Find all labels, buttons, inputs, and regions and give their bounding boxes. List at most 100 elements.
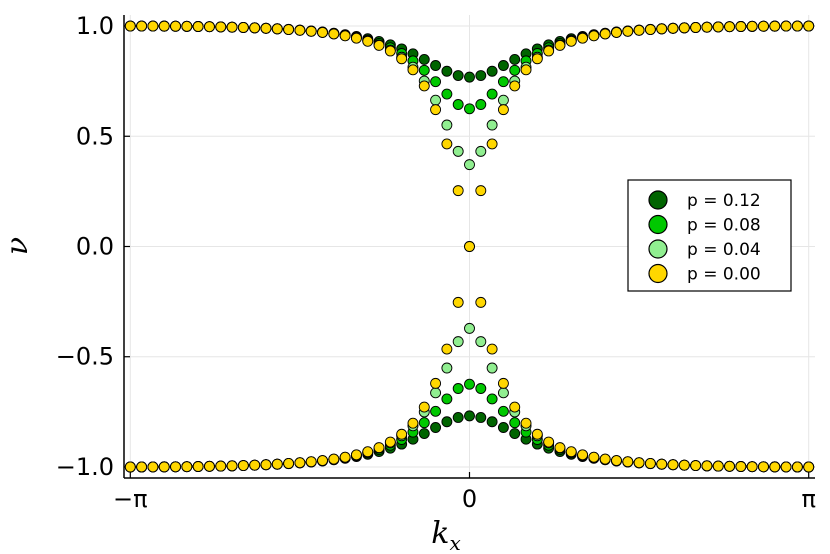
data-point-3: [249, 459, 261, 471]
data-point-0: [464, 71, 475, 83]
y-tick-label: 0.5: [76, 122, 114, 150]
legend-label: p = 0.04: [687, 240, 761, 260]
data-point-2: [441, 362, 453, 374]
data-point-3: [712, 21, 724, 33]
data-point-3: [158, 20, 170, 32]
data-point-3: [136, 461, 148, 473]
y-axis-title: ν: [0, 237, 35, 255]
data-point-3: [769, 20, 781, 32]
data-point-3: [644, 24, 656, 35]
data-point-3: [554, 442, 566, 454]
data-point-3: [260, 22, 272, 34]
data-point-2: [475, 145, 487, 157]
data-point-1: [418, 64, 430, 76]
data-point-1: [464, 378, 475, 390]
data-point-3: [362, 35, 374, 47]
data-point-3: [317, 27, 328, 38]
data-point-3: [543, 436, 555, 448]
data-point-2: [464, 322, 475, 334]
legend-marker: [648, 190, 668, 210]
data-point-3: [486, 343, 498, 355]
legend-marker: [648, 214, 668, 235]
data-point-3: [780, 461, 792, 473]
data-point-1: [441, 393, 453, 405]
data-point-2: [497, 387, 509, 399]
data-point-3: [215, 460, 227, 472]
data-point-3: [475, 296, 487, 308]
legend-label: p = 0.08: [687, 216, 761, 236]
data-point-3: [204, 21, 215, 33]
data-point-3: [554, 39, 566, 51]
data-point-3: [158, 461, 170, 473]
data-point-3: [678, 459, 690, 471]
data-point-3: [396, 428, 408, 440]
y-tick-label: 0.0: [76, 233, 114, 261]
data-point-3: [384, 45, 396, 57]
data-point-3: [565, 446, 577, 458]
data-point-3: [418, 401, 430, 413]
data-point-2: [486, 362, 498, 374]
data-point-3: [147, 20, 159, 32]
data-point-3: [237, 22, 249, 33]
data-point-3: [543, 45, 555, 57]
data-point-3: [509, 80, 521, 92]
data-point-3: [644, 458, 656, 469]
data-point-3: [294, 24, 306, 36]
data-point-0: [475, 412, 487, 423]
data-point-3: [588, 451, 600, 463]
data-point-1: [497, 405, 509, 417]
data-point-3: [509, 401, 521, 413]
data-point-3: [407, 417, 419, 429]
data-point-3: [237, 460, 249, 471]
data-point-3: [136, 20, 148, 32]
data-point-0: [418, 428, 430, 440]
data-point-3: [350, 449, 362, 461]
data-point-0: [441, 65, 453, 77]
y-tick-label: −0.5: [56, 343, 114, 371]
data-point-1: [475, 383, 487, 394]
data-point-3: [701, 460, 713, 472]
data-point-3: [577, 32, 589, 44]
data-point-3: [622, 456, 634, 468]
data-point-3: [328, 28, 340, 40]
data-point-3: [735, 21, 747, 32]
data-point-0: [430, 60, 442, 71]
data-point-0: [497, 60, 509, 71]
legend-marker: [648, 263, 668, 284]
data-point-0: [509, 53, 521, 65]
data-point-3: [226, 460, 238, 472]
data-point-3: [192, 21, 204, 32]
data-point-3: [791, 461, 803, 473]
data-point-3: [271, 458, 283, 470]
data-point-3: [170, 461, 181, 473]
y-tick-label: 1.0: [76, 12, 114, 40]
data-point-3: [452, 296, 464, 308]
data-point-3: [204, 460, 215, 472]
data-point-3: [791, 20, 803, 32]
data-point-1: [486, 88, 498, 100]
data-point-1: [418, 417, 430, 429]
data-point-3: [758, 461, 769, 473]
data-point-3: [577, 449, 589, 461]
data-point-3: [667, 22, 679, 34]
x-tick-label: 0: [462, 485, 477, 513]
x-axis-title: kx: [431, 516, 460, 554]
data-point-3: [588, 30, 600, 42]
data-point-3: [803, 20, 815, 32]
data-point-3: [271, 23, 283, 35]
data-point-3: [407, 64, 419, 76]
data-point-1: [475, 99, 487, 110]
data-point-1: [452, 383, 464, 394]
data-point-0: [441, 416, 453, 428]
data-point-0: [497, 422, 509, 433]
data-point-1: [430, 76, 442, 88]
data-point-3: [305, 25, 317, 37]
data-point-3: [441, 138, 453, 150]
data-points: [124, 20, 815, 473]
data-point-3: [780, 20, 792, 32]
data-point-1: [430, 405, 442, 417]
data-point-1: [441, 88, 453, 100]
data-point-3: [656, 23, 668, 35]
data-point-3: [633, 24, 645, 36]
data-point-3: [339, 30, 351, 42]
